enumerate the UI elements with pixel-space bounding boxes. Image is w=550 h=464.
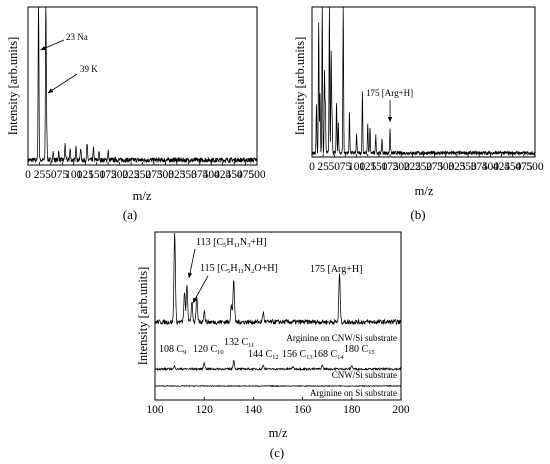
x-axis-b-tick-label: 300 — [437, 161, 455, 173]
panel-c: 100 120 140 160 180 200 Intensity [arb.units]… — [136, 231, 410, 460]
x-axis-b-tick-label: 125 — [359, 161, 377, 173]
x-axis-b-tick-label: 425 — [493, 161, 511, 173]
panel-label-b: (b) — [410, 207, 425, 222]
y-axis-title-b: Intensity [arb.units] — [293, 37, 307, 136]
annotation-k: 39 K — [80, 64, 98, 74]
x-axis-b-tick-label: 475 — [515, 161, 533, 173]
carbon-label-11: 132 C11 — [224, 337, 254, 349]
spectrum-c-1 — [154, 359, 402, 372]
carbon-label-10: 120 C10 — [193, 344, 224, 356]
x-axis-a-tick-label: 325 — [168, 169, 186, 181]
x-axis-title-b: m/z — [415, 184, 434, 198]
annotation-na-arrow-head — [40, 46, 46, 51]
x-axis-c-tick-label: 180 — [343, 404, 361, 416]
x-axis-a-tick-label: 475 — [237, 169, 255, 181]
x-axis-b-tick-label: 375 — [471, 161, 489, 173]
x-axis-b-tick-label: 350 — [459, 161, 477, 173]
panel-b: 0 25 50 75100125150175200225250275300325350… — [293, 6, 544, 222]
x-axis-b-tick-label: 275 — [426, 161, 444, 173]
x-axis-a-tick-label: 425 — [214, 169, 232, 181]
annotation-115-arrow — [192, 275, 209, 304]
x-axis-a-tick-label: 225 — [122, 169, 140, 181]
x-axis-c-tick-label: 200 — [392, 404, 410, 416]
x-axis-a-tick-label: 250 — [134, 169, 152, 181]
x-axis-b-tick-label: 500 — [526, 161, 544, 173]
annotation-na: 23 Na — [66, 32, 88, 42]
x-axis-c-tick-label: 100 — [146, 404, 164, 416]
x-axis-a-tick-label: 50 — [45, 169, 57, 181]
x-axis-b-tick-label: 75 — [340, 161, 352, 173]
x-axis-title-c: m/z — [269, 426, 288, 440]
x-axis-a-tick-label: 0 — [25, 169, 31, 181]
x-axis-b-tick-label: 250 — [415, 161, 433, 173]
carbon-label-13: 156 C13 — [282, 349, 313, 361]
x-axis-b-tick-label: 25 — [317, 161, 329, 173]
trace-label-1: CNW/Si substrate — [332, 370, 397, 380]
y-axis-title-a: Intensity [arb.units] — [6, 37, 20, 136]
x-axis-title-a: m/z — [133, 189, 152, 203]
y-axis-title-c: Intensity [arb.units] — [136, 267, 150, 366]
plot-frame-a — [27, 6, 258, 166]
carbon-label-9: 108 C9 — [159, 344, 186, 356]
x-axis-a-tick-label: 400 — [203, 169, 221, 181]
spectrum-b — [311, 6, 536, 157]
x-axis-a-tick-label: 25 — [34, 169, 46, 181]
x-axis-b-tick-label: 175 — [381, 161, 399, 173]
spectrum-c-2 — [154, 384, 402, 388]
x-axis-a-tick-label: 150 — [88, 169, 106, 181]
x-axis-a-tick-label: 275 — [145, 169, 163, 181]
annotation-arg-b-arrow-head — [387, 117, 393, 122]
panel-a: 0 25 50 75100125150175200225250275300325350… — [6, 6, 266, 222]
x-axis-a-tick-label: 75 — [57, 169, 69, 181]
spectrum-a — [27, 6, 258, 164]
panel-label-a: (a) — [123, 207, 137, 222]
annotation-113-arrow-head — [187, 272, 193, 278]
x-axis-c-tick-label: 160 — [294, 404, 312, 416]
x-axis-b-tick-label: 150 — [370, 161, 388, 173]
x-axis-a-tick-label: 200 — [111, 169, 129, 181]
x-axis-a-tick-label: 350 — [180, 169, 198, 181]
spectrum-c-0 — [154, 232, 402, 326]
annotation-k-arrow-head — [47, 88, 54, 93]
x-axis-b-tick-label: 100 — [348, 161, 366, 173]
x-axis-b-tick-label: 225 — [404, 161, 422, 173]
plot-frame-c — [154, 231, 402, 401]
carbon-label-15: 180 C15 — [344, 344, 375, 356]
carbon-label-14: 168 C14 — [313, 349, 344, 361]
x-axis-b-tick-label: 0 — [309, 161, 315, 173]
panel-label-c: (c) — [270, 445, 284, 460]
x-axis-a-tick-label: 300 — [157, 169, 175, 181]
annotation-arg-b: 175 [Arg+H] — [366, 88, 413, 98]
carbon-label-12: 144 C12 — [248, 349, 279, 361]
trace-label-0: Arginine on CNW/Si substrate — [286, 333, 397, 343]
x-axis-a-tick-label: 375 — [191, 169, 209, 181]
x-axis-a-tick-label: 175 — [100, 169, 118, 181]
x-axis-b-tick-label: 400 — [482, 161, 500, 173]
annotation-113: 113 [C5H11N3+H] — [196, 237, 267, 249]
x-axis-b-tick-label: 50 — [329, 161, 341, 173]
x-axis-a-tick-label: 100 — [65, 169, 83, 181]
x-axis-a-tick-label: 125 — [77, 169, 95, 181]
annotation-115-arrow-head — [192, 297, 198, 303]
x-axis-c-tick-label: 140 — [245, 404, 263, 416]
x-axis-a-tick-label: 500 — [248, 169, 266, 181]
x-axis-b-tick-label: 200 — [393, 161, 411, 173]
x-axis-a-tick-label: 450 — [225, 169, 243, 181]
trace-label-2: Arginine on Si substrate — [310, 388, 397, 398]
x-axis-b-tick-label: 325 — [448, 161, 466, 173]
x-axis-c-tick-label: 120 — [196, 404, 214, 416]
annotation-arg-c: 175 [Arg+H] — [310, 264, 362, 275]
annotation-115: 115 [C5H11N2O+H] — [200, 263, 278, 275]
annotation-k-arrow — [47, 73, 78, 94]
x-axis-b-tick-label: 450 — [504, 161, 522, 173]
plot-frame-b — [311, 6, 536, 158]
